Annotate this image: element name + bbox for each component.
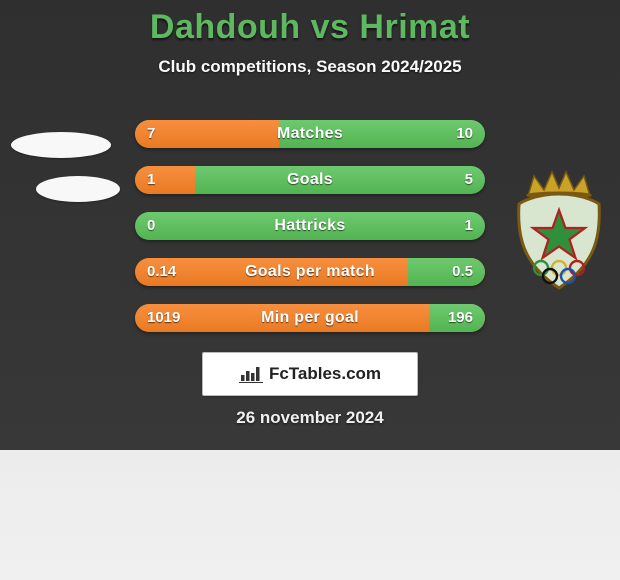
stat-value-right: 0.5	[452, 258, 473, 286]
stat-row-goals-per-match: 0.14 Goals per match 0.5	[135, 258, 485, 286]
stat-name: Matches	[135, 120, 485, 148]
stats-stage: 7 Matches 10 1 Goals 5 0 Hattricks 1 0.1…	[0, 110, 620, 350]
stat-name: Min per goal	[135, 304, 485, 332]
stat-value-right: 5	[465, 166, 473, 194]
bar-chart-icon	[239, 365, 263, 383]
stat-name: Goals	[135, 166, 485, 194]
stat-row-matches: 7 Matches 10	[135, 120, 485, 148]
season-subtitle: Club competitions, Season 2024/2025	[0, 57, 620, 77]
placeholder-ellipse	[36, 176, 120, 202]
stat-name: Goals per match	[135, 258, 485, 286]
placeholder-ellipse	[11, 132, 111, 158]
fctables-link[interactable]: FcTables.com	[202, 352, 418, 396]
stat-name: Hattricks	[135, 212, 485, 240]
stat-value-right: 196	[448, 304, 473, 332]
stat-bars: 7 Matches 10 1 Goals 5 0 Hattricks 1 0.1…	[135, 120, 485, 350]
stat-value-right: 1	[465, 212, 473, 240]
footer-brand-text: FcTables.com	[269, 364, 381, 384]
club-crest-icon	[509, 170, 609, 300]
player-right-badge	[504, 170, 614, 300]
snapshot-date: 26 november 2024	[0, 408, 620, 428]
stat-row-goals: 1 Goals 5	[135, 166, 485, 194]
shield-icon	[515, 192, 603, 292]
player-left-badge	[6, 120, 116, 250]
stat-row-min-per-goal: 1019 Min per goal 196	[135, 304, 485, 332]
page-title: Dahdouh vs Hrimat	[0, 0, 620, 47]
stat-value-right: 10	[456, 120, 473, 148]
comparison-infographic: Dahdouh vs Hrimat Club competitions, Sea…	[0, 0, 620, 580]
stat-row-hattricks: 0 Hattricks 1	[135, 212, 485, 240]
